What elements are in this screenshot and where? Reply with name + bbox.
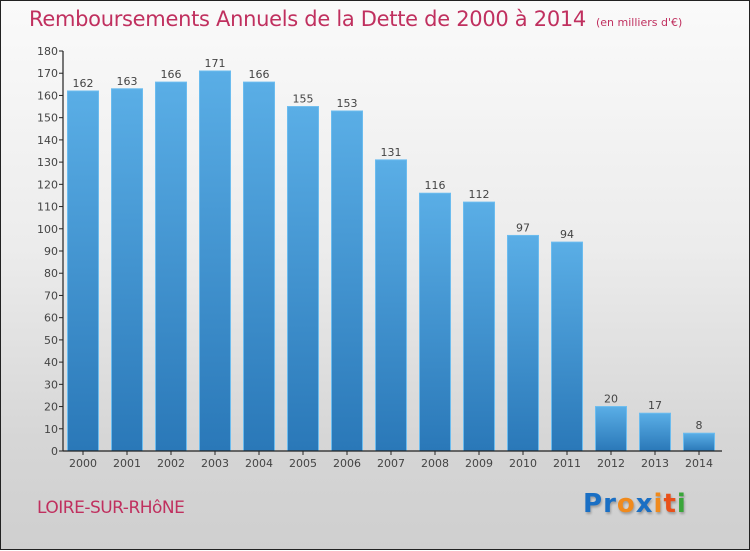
x-tick-label-2013: 2013 [641, 457, 669, 470]
bar-2014 [683, 432, 715, 452]
value-label-2006: 153 [337, 97, 358, 110]
unit-label: (en milliers d'€) [596, 16, 683, 29]
x-tick-label-2001: 2001 [113, 457, 141, 470]
bar-2006 [331, 110, 363, 452]
value-label-2010: 97 [516, 221, 530, 234]
y-tick-label-50: 50 [44, 334, 58, 347]
bar-2013 [639, 412, 671, 452]
logo-letter-2: o [616, 489, 636, 519]
x-tick-label-2005: 2005 [289, 457, 317, 470]
bar-2009 [463, 201, 495, 452]
x-tick-label-2000: 2000 [69, 457, 97, 470]
logo-letter-1: r [603, 489, 617, 519]
y-tick-label-10: 10 [44, 423, 58, 436]
y-tick-label-70: 70 [44, 289, 58, 302]
commune-name: LOIRE-SUR-RHôNE [37, 498, 185, 518]
y-tick-label-30: 30 [44, 378, 58, 391]
logo-letter-0: P [583, 489, 604, 519]
title-text: Remboursements Annuels de la Dette de 20… [29, 7, 586, 31]
proxiti-logo[interactable]: Proxiti [583, 489, 687, 519]
bar-2001 [111, 88, 143, 452]
bar-2002 [155, 81, 187, 452]
bar-2000 [67, 90, 99, 452]
x-tick-label-2002: 2002 [157, 457, 185, 470]
x-tick-label-2008: 2008 [421, 457, 449, 470]
y-tick-label-130: 130 [37, 156, 58, 169]
y-tick-label-120: 120 [37, 178, 58, 191]
y-tick-label-60: 60 [44, 312, 58, 325]
logo-letter-5: t [663, 489, 677, 519]
logo-letter-3: x [635, 489, 654, 519]
y-tick-label-0: 0 [51, 445, 58, 458]
axes-group: 2000 2001 2002 2003 2004 2005 2006 2007 2008 2009… [37, 45, 722, 470]
bar-2012 [595, 406, 627, 452]
x-tick-label-2012: 2012 [597, 457, 625, 470]
bar-2005 [287, 106, 319, 452]
value-label-2004: 166 [249, 68, 270, 81]
logo-letter-4: i [653, 489, 664, 519]
logo-letter-6: i [676, 489, 687, 519]
bar-2003 [199, 70, 231, 452]
value-label-2000: 162 [73, 77, 94, 90]
y-tick-label-160: 160 [37, 89, 58, 102]
bar-2007 [375, 159, 407, 452]
y-tick-label-90: 90 [44, 245, 58, 258]
x-tick-label-2007: 2007 [377, 457, 405, 470]
value-label-2009: 112 [469, 188, 490, 201]
x-tick-label-2014: 2014 [685, 457, 713, 470]
bar-2004 [243, 81, 275, 452]
y-tick-label-80: 80 [44, 267, 58, 280]
x-tick-label-2010: 2010 [509, 457, 537, 470]
y-tick-label-40: 40 [44, 356, 58, 369]
value-label-2001: 163 [117, 75, 138, 88]
y-tick-label-20: 20 [44, 401, 58, 414]
value-label-2012: 20 [604, 393, 618, 406]
value-label-2014: 8 [696, 419, 703, 432]
bars-group: 162 163 166 171 166 155 153 131 116 112 97 94 20 17 8 [67, 57, 715, 452]
bar-2010 [507, 234, 539, 452]
y-tick-label-150: 150 [37, 112, 58, 125]
chart-title: Remboursements Annuels de la Dette de 20… [29, 7, 682, 31]
value-label-2005: 155 [293, 93, 314, 106]
y-tick-label-110: 110 [37, 201, 58, 214]
x-tick-label-2011: 2011 [553, 457, 581, 470]
value-label-2013: 17 [648, 399, 662, 412]
value-label-2008: 116 [425, 179, 446, 192]
value-label-2011: 94 [560, 228, 574, 241]
bar-2011 [551, 241, 583, 452]
x-tick-label-2009: 2009 [465, 457, 493, 470]
bar-2008 [419, 192, 451, 452]
value-label-2007: 131 [381, 146, 402, 159]
x-tick-label-2006: 2006 [333, 457, 361, 470]
y-tick-label-180: 180 [37, 45, 58, 58]
y-tick-label-170: 170 [37, 67, 58, 80]
y-tick-label-140: 140 [37, 134, 58, 147]
x-tick-label-2003: 2003 [201, 457, 229, 470]
y-tick-label-100: 100 [37, 223, 58, 236]
value-label-2002: 166 [161, 68, 182, 81]
value-label-2003: 171 [205, 57, 226, 70]
x-tick-label-2004: 2004 [245, 457, 273, 470]
